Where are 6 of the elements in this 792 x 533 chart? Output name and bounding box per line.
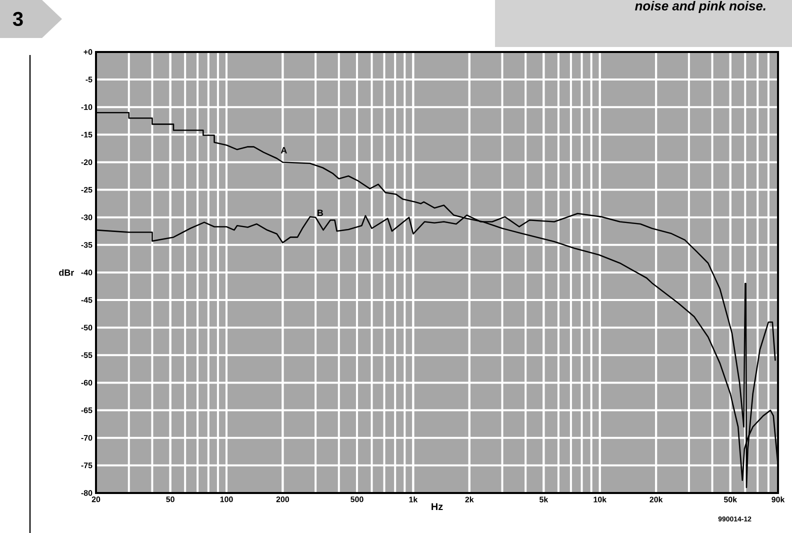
series-label: A xyxy=(280,147,287,154)
y-axis-title: dBr xyxy=(59,269,74,276)
x-axis-title: Hz xyxy=(432,503,443,510)
series-label: B xyxy=(318,210,323,216)
chart-title: 3 xyxy=(12,12,23,26)
text: noise and pink noise. xyxy=(635,0,766,14)
